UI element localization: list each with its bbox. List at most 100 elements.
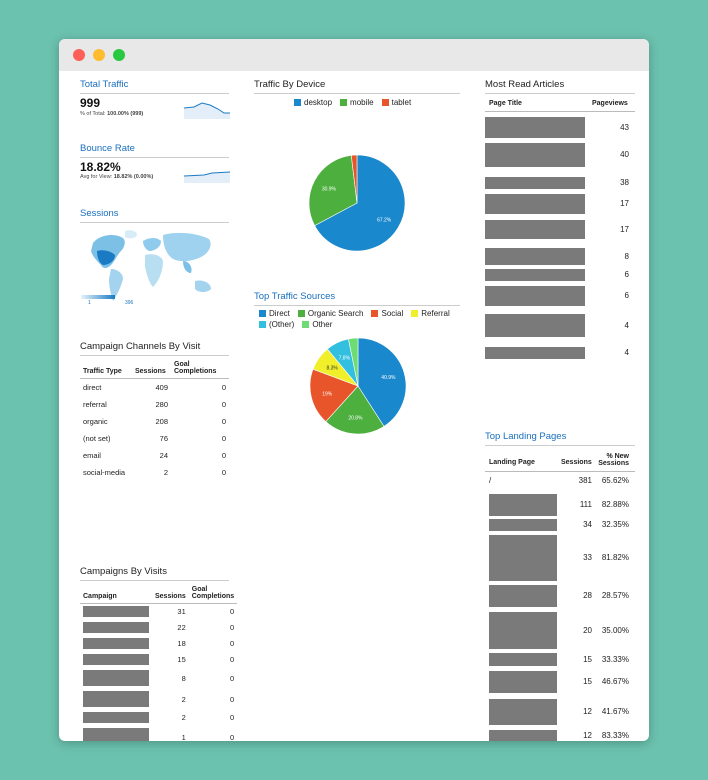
- new-sessions-pct-cell: 41.67%: [601, 707, 629, 716]
- legend-item[interactable]: Social: [371, 309, 403, 318]
- col-header[interactable]: Traffic Type: [80, 361, 132, 379]
- sessions-cell: 409: [155, 382, 168, 392]
- legend-item[interactable]: tablet: [381, 98, 412, 107]
- col-header[interactable]: Sessions: [132, 361, 171, 379]
- legend-label: (Other): [269, 320, 295, 329]
- legend-swatch: [371, 310, 379, 317]
- pie-slice-mobile[interactable]: [308, 155, 358, 226]
- pie-slice-organic-search[interactable]: [325, 385, 385, 435]
- sessions-cell: 381: [578, 476, 592, 485]
- new-sessions-pct-cell: 82.88%: [601, 500, 629, 509]
- legend-swatch: [381, 99, 389, 106]
- top-landing-title[interactable]: Top Landing Pages: [485, 431, 567, 442]
- col-header[interactable]: Page Title: [489, 100, 522, 107]
- campaign-channels-title[interactable]: Campaign Channels By Visit: [80, 341, 201, 352]
- col-header[interactable]: Goal Completions: [188, 586, 238, 604]
- top-traffic-sources-title[interactable]: Top Traffic Sources: [254, 291, 336, 302]
- redacted-bar: [489, 699, 557, 725]
- col-header[interactable]: Pageviews: [592, 100, 628, 107]
- pageviews-cell: 43: [620, 122, 629, 132]
- total-traffic-value: 999: [80, 96, 101, 110]
- table-row[interactable]: direct 409 0: [80, 379, 229, 396]
- sessions-cell: 12: [583, 731, 592, 740]
- col-header[interactable]: Sessions: [561, 459, 592, 466]
- map-scale-min: 1: [88, 300, 91, 306]
- goals-cell: 0: [221, 416, 226, 426]
- new-sessions-pct-cell: 46.67%: [601, 677, 629, 686]
- col-header[interactable]: Sessions: [152, 586, 189, 604]
- legend-label: tablet: [391, 98, 412, 107]
- col-header[interactable]: Campaign: [80, 586, 152, 604]
- legend-label: Organic Search: [307, 309, 364, 318]
- sessions-cell: 33: [583, 553, 592, 562]
- redacted-bar: [83, 638, 149, 649]
- table-row[interactable]: 15 0: [80, 652, 237, 668]
- pageviews-cell: 40: [620, 150, 629, 159]
- legend-item[interactable]: (Other): [259, 320, 294, 329]
- legend-item[interactable]: Direct: [259, 309, 290, 318]
- campaign-name-cell: [80, 668, 152, 689]
- goals-cell: 0: [229, 713, 235, 722]
- table-row[interactable]: email 24 0: [80, 447, 229, 464]
- legend-item[interactable]: Organic Search: [297, 309, 364, 318]
- pie-slice-desktop[interactable]: [314, 154, 406, 252]
- sessions-world-map[interactable]: [81, 225, 229, 309]
- legend-item[interactable]: desktop: [294, 98, 332, 107]
- device-legend: desktop mobile tablet: [294, 98, 411, 107]
- redacted-bar: [83, 670, 149, 686]
- sessions-cell: 76: [159, 433, 168, 443]
- goals-cell: 0: [221, 382, 226, 392]
- most-read-title[interactable]: Most Read Articles: [485, 79, 565, 90]
- legend-label: Direct: [269, 309, 290, 318]
- table-row[interactable]: 18 0: [80, 636, 237, 652]
- col-header[interactable]: Landing Page: [489, 459, 535, 466]
- redacted-bar: [489, 612, 557, 649]
- campaigns-by-visits-title[interactable]: Campaigns By Visits: [80, 566, 167, 577]
- table-row[interactable]: 2 0: [80, 710, 237, 726]
- sources-pie-chart[interactable]: 40.9% 20.8% 19% 8.3%7.8%: [308, 336, 408, 436]
- total-traffic-subtext: % of Total: 100.00% (999): [80, 111, 143, 117]
- table-row[interactable]: 22 0: [80, 620, 237, 636]
- goals-cell: 0: [229, 732, 235, 742]
- traffic-by-device-title[interactable]: Traffic By Device: [254, 79, 326, 90]
- traffic-type-cell: referral: [83, 399, 107, 409]
- bounce-rate-title[interactable]: Bounce Rate: [80, 143, 135, 154]
- campaign-name-cell: [80, 710, 152, 726]
- pageviews-cell: 6: [624, 270, 629, 279]
- col-header[interactable]: % New Sessions: [598, 453, 629, 467]
- divider: [254, 93, 460, 94]
- sub-value: 100.00% (999): [107, 111, 144, 117]
- new-sessions-pct-cell: 83.33%: [601, 731, 629, 740]
- legend-item[interactable]: Other: [302, 320, 332, 329]
- legend-item[interactable]: mobile: [340, 98, 374, 107]
- table-row[interactable]: 2 0: [80, 689, 237, 710]
- goals-cell: 0: [221, 433, 226, 443]
- redacted-bar: [485, 177, 585, 189]
- new-sessions-pct-cell: 32.35%: [601, 520, 629, 529]
- bounce-rate-subtext: Avg for View: 18.82% (0.00%): [80, 174, 153, 180]
- device-pie-chart[interactable]: 67.2% 30.9%: [307, 153, 407, 253]
- col-header[interactable]: Goal Completions: [171, 361, 229, 379]
- minimize-window-button[interactable]: [93, 49, 105, 61]
- redacted-bar: [485, 143, 585, 167]
- legend-item[interactable]: Referral: [411, 309, 450, 318]
- table-row[interactable]: 31 0: [80, 604, 237, 620]
- sessions-title[interactable]: Sessions: [80, 208, 119, 219]
- total-traffic-title[interactable]: Total Traffic: [80, 79, 129, 90]
- divider: [80, 355, 229, 356]
- table-row[interactable]: referral 280 0: [80, 396, 229, 413]
- table-row[interactable]: 1 0: [80, 726, 237, 742]
- pie-slice-social[interactable]: [309, 368, 359, 423]
- pie-slice-other[interactable]: [348, 337, 359, 387]
- table-row[interactable]: 8 0: [80, 668, 237, 689]
- pie-slice-tablet[interactable]: [350, 154, 358, 204]
- table-row[interactable]: organic 208 0: [80, 413, 229, 430]
- close-window-button[interactable]: [73, 49, 85, 61]
- table-row[interactable]: social-media 2 0: [80, 464, 229, 481]
- new-sessions-pct-cell: 28.57%: [601, 591, 629, 600]
- table-row[interactable]: (not set) 76 0: [80, 430, 229, 447]
- sessions-cell: 8: [181, 673, 186, 683]
- maximize-window-button[interactable]: [113, 49, 125, 61]
- campaign-name-cell: [80, 652, 152, 668]
- landing-page-cell[interactable]: /: [489, 476, 492, 485]
